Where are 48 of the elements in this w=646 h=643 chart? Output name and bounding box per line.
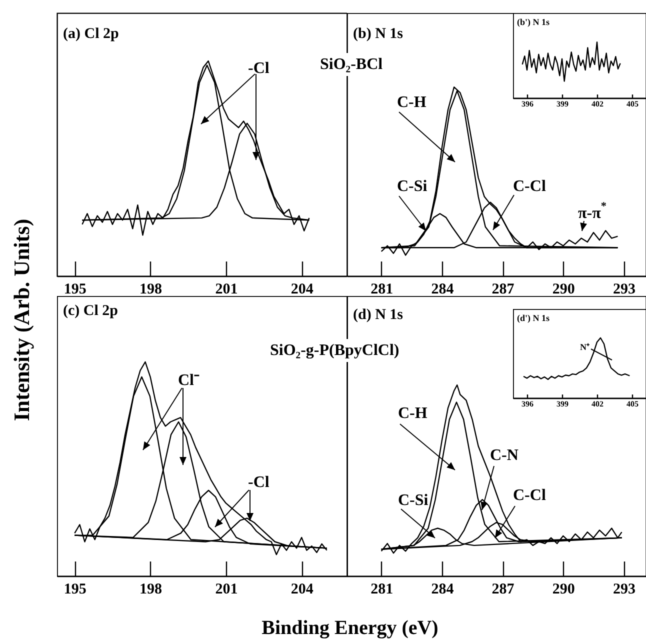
x-tick-label: 198 (140, 282, 162, 298)
annotation: -Cl (248, 474, 270, 491)
x-tick-label: 201 (215, 582, 238, 598)
annotation: Cl⁻ (178, 372, 200, 389)
x-tick-label: 396 (522, 400, 534, 408)
x-tick-label: 287 (492, 582, 515, 598)
annotation: C-H (398, 405, 428, 422)
text: SiO₂-g-P(BpyClCl) (270, 342, 400, 359)
x-tick-label: 405 (626, 100, 638, 108)
annotation: N⁺ (580, 342, 590, 352)
x-tick-label: 281 (370, 282, 394, 298)
x-tick-label: 198 (140, 582, 162, 598)
x-tick-label: 293 (613, 582, 636, 598)
x-tick-label: 195 (64, 282, 86, 298)
x-tick-label: 201 (215, 282, 238, 298)
chart-title: (a) Cl 2p (63, 26, 119, 42)
chart-title: (b') N 1s (517, 17, 550, 27)
x-tick-label: 284 (431, 582, 454, 598)
chart-title: (d') N 1s (517, 313, 550, 323)
chart-title: (c) Cl 2p (63, 303, 118, 319)
x-tick-label: 204 (290, 282, 314, 298)
x-tick-label: 290 (552, 282, 575, 298)
x-tick-label: 290 (552, 582, 575, 598)
x-tick-label: 281 (370, 582, 394, 598)
x-tick-label: 195 (64, 582, 86, 598)
x-tick-label: 402 (592, 100, 604, 108)
x-tick-label: 405 (626, 400, 638, 408)
chart-title: (b) N 1s (353, 26, 404, 42)
annotation: C-N (490, 447, 519, 464)
x-tick-label: 293 (613, 282, 636, 298)
y-axis-title: Intensity (Arb. Units) (9, 218, 34, 422)
annotation: π-π* (578, 200, 607, 222)
annotation: -Cl (248, 60, 270, 77)
annotation: C-H (397, 94, 427, 111)
annotation: C-Cl (513, 178, 546, 195)
x-tick-label: 284 (431, 282, 454, 298)
x-axis-title: Binding Energy (eV) (262, 617, 438, 639)
x-tick-label: 399 (556, 400, 568, 408)
annotation: SiO₂-BCl (320, 56, 384, 73)
x-tick-label: 399 (556, 100, 568, 108)
x-tick-label: 402 (592, 400, 604, 408)
x-tick-label: 396 (522, 100, 534, 108)
annotation: C-Cl (513, 487, 546, 504)
annotation: C-Si (397, 178, 428, 195)
annotation: C-Si (398, 492, 429, 509)
chart-title: (d) N 1s (353, 307, 404, 323)
x-tick-label: 204 (290, 582, 314, 598)
x-tick-label: 287 (492, 282, 515, 298)
